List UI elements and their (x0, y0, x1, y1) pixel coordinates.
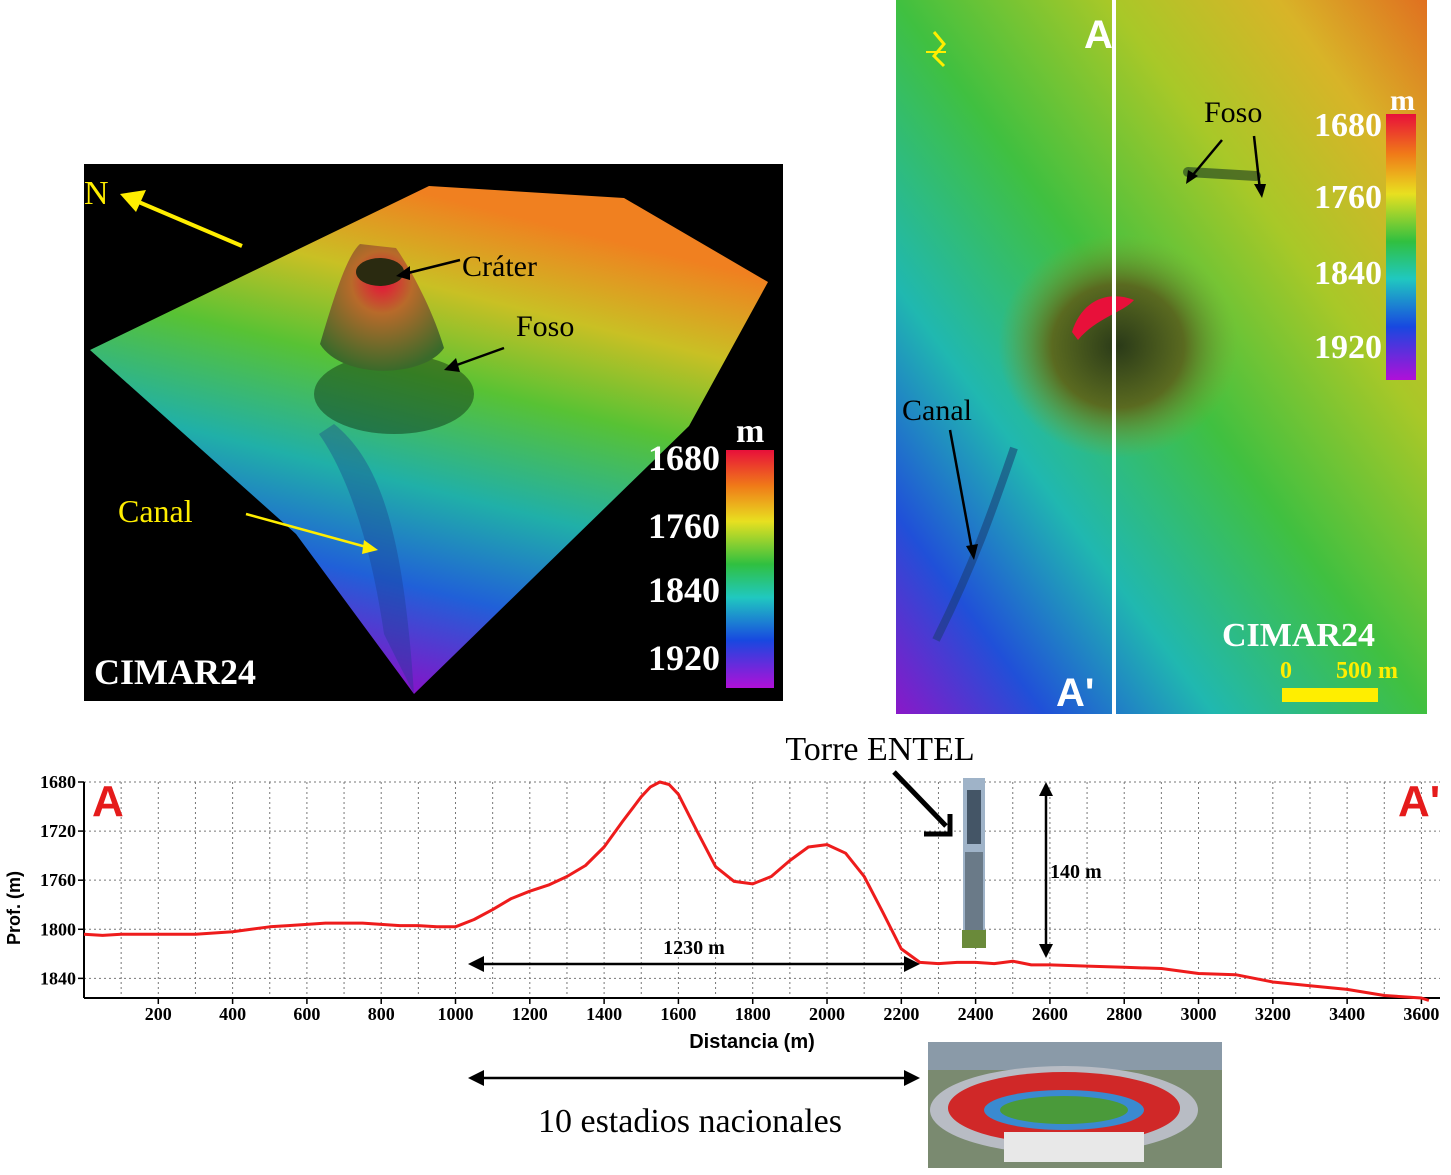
terrain-surface (90, 186, 768, 694)
canal-label: Canal (118, 493, 193, 529)
map-plan-svg: A A' Foso Canal m 1680 1760 1840 1920 CI… (896, 0, 1427, 715)
foso-label: Foso (516, 310, 574, 343)
y-tick-label: 1800 (40, 919, 76, 939)
x-tick-label: 3600 (1403, 1004, 1439, 1024)
y-tick-label: 1840 (40, 968, 76, 988)
map-plan-panel: A A' Foso Canal m 1680 1760 1840 1920 CI… (896, 0, 1427, 715)
colorbar-plan (1386, 114, 1416, 380)
depth-profile-line (83, 780, 1430, 1002)
colorbar-3d-tick: 1920 (648, 638, 720, 678)
tower-image (962, 778, 986, 948)
profile-grid (84, 781, 1440, 998)
x-tick-label: 800 (368, 1004, 395, 1024)
x-tick-label: 3400 (1329, 1004, 1365, 1024)
stadium-label: 10 estadios nacionales (538, 1103, 842, 1140)
colorbar-plan-unit: m (1390, 84, 1415, 117)
width-label: 1230 m (663, 937, 725, 959)
watermark-3d: CIMAR24 (94, 652, 256, 692)
x-tick-label: 3200 (1255, 1004, 1291, 1024)
height-label: 140 m (1050, 861, 1102, 883)
foso-moat (314, 354, 474, 434)
tower-label: Torre ENTEL (785, 731, 974, 768)
north-arrow (133, 198, 243, 248)
volcano-cone (320, 244, 444, 371)
canal-channel (319, 424, 414, 694)
colorbar-3d-tick: 1840 (648, 570, 720, 610)
x-tick-label: 1800 (735, 1004, 771, 1024)
colorbar-3d (726, 450, 774, 688)
x-tick-label: 2600 (1032, 1004, 1068, 1024)
plan-canal-arrow (948, 429, 974, 551)
x-tick-label: 400 (219, 1004, 246, 1024)
colorbar-plan-tick: 1920 (1314, 329, 1382, 366)
profile-chart-panel: 200 400 600 800 1000 1200 1400 1600 1800 2000 2200… (0, 730, 1451, 1170)
stadium-image (928, 1042, 1222, 1168)
colorbar-3d-tick: 1680 (648, 438, 720, 478)
profile-axes: 200 400 600 800 1000 1200 1400 1600 1800 2000 2200… (40, 772, 1440, 1024)
map-3d-panel: N Cráter Foso Canal m 1680 1760 1840 192… (84, 164, 783, 701)
x-tick-label: 2000 (809, 1004, 845, 1024)
plan-foso-arrow-2 (1252, 135, 1262, 191)
x-tick-label: 1000 (438, 1004, 474, 1024)
y-tick-label: 1760 (40, 870, 76, 890)
crater-pit (356, 258, 404, 286)
plan-north-icon (926, 31, 946, 68)
x-tick-label: 600 (293, 1004, 320, 1024)
colorbar-3d-tick: 1760 (648, 506, 720, 546)
profile-chart-svg: 200 400 600 800 1000 1200 1400 1600 1800 2000 2200… (4, 731, 1440, 1168)
profile-series (83, 780, 1430, 1002)
plan-foso-label: Foso (1204, 96, 1262, 129)
north-arrow-head (120, 190, 146, 212)
scale-end-label: 500 m (1336, 658, 1398, 684)
profile-ylabel: Prof. (m) (4, 871, 24, 945)
section-end-label: A' (1056, 671, 1094, 714)
x-tick-label: 1400 (586, 1004, 622, 1024)
colorbar-plan-tick: 1840 (1314, 255, 1382, 292)
profile-end-label: A' (1398, 777, 1440, 826)
crater-arrow (403, 258, 461, 276)
x-tick-label: 2800 (1106, 1004, 1142, 1024)
x-tick-label: 2200 (883, 1004, 919, 1024)
colorbar-plan-tick: 1680 (1314, 107, 1382, 144)
map-3d-svg: N Cráter Foso Canal m 1680 1760 1840 192… (84, 164, 783, 701)
plan-watermark: CIMAR24 (1222, 617, 1375, 654)
x-tick-label: 3000 (1181, 1004, 1217, 1024)
tower-arrow (892, 770, 948, 828)
x-tick-label: 2400 (958, 1004, 994, 1024)
tower-arrow-head (924, 814, 953, 837)
section-start-label: A (1084, 13, 1113, 57)
plan-crater-rim (1072, 296, 1134, 340)
north-label: N (84, 175, 109, 212)
crater-label: Cráter (462, 250, 537, 283)
x-tick-label: 1600 (660, 1004, 696, 1024)
colorbar-3d-unit: m (736, 413, 764, 450)
foso-arrow (453, 346, 505, 368)
scale-bar (1282, 688, 1378, 702)
profile-start-label: A (92, 777, 124, 826)
y-tick-label: 1720 (40, 821, 76, 841)
plan-canal-trench (932, 446, 1018, 642)
profile-xlabel: Distancia (m) (689, 1031, 815, 1053)
plan-canal-label: Canal (902, 394, 972, 427)
x-tick-label: 1200 (512, 1004, 548, 1024)
colorbar-plan-tick: 1760 (1314, 179, 1382, 216)
scale-start-label: 0 (1280, 658, 1292, 684)
canal-arrow (245, 512, 371, 550)
plan-volcano (998, 234, 1238, 458)
plan-foso-trench (1183, 167, 1261, 181)
y-tick-label: 1680 (40, 772, 76, 792)
x-tick-label: 200 (145, 1004, 172, 1024)
plan-foso-arrow (1191, 139, 1223, 177)
